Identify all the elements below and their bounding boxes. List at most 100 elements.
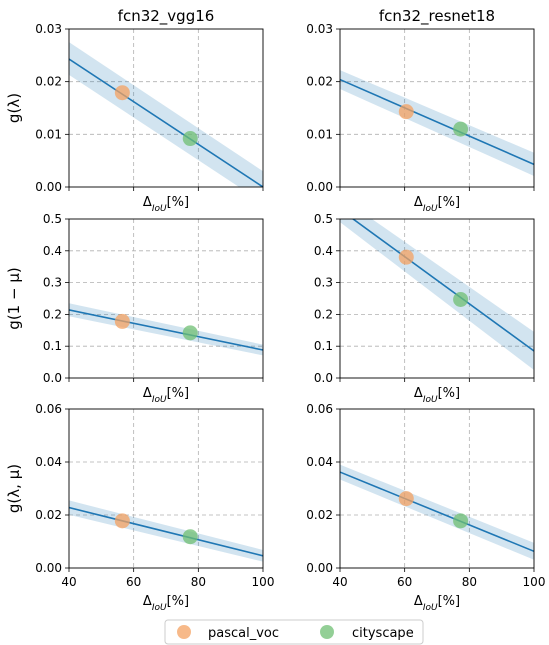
y-tick-label: 0.03 bbox=[35, 22, 62, 36]
x-tick-label: 80 bbox=[462, 575, 477, 589]
point-cityscape bbox=[453, 121, 469, 137]
x-tick-label: 100 bbox=[252, 575, 275, 589]
fit-line bbox=[351, 219, 534, 352]
y-tick-label: 0.4 bbox=[314, 244, 333, 258]
plot-area bbox=[340, 29, 534, 187]
y-tick-label: 0.00 bbox=[306, 180, 333, 194]
x-tick-label: 40 bbox=[332, 575, 347, 589]
point-pascal-voc bbox=[114, 85, 130, 101]
y-tick-label: 0.03 bbox=[306, 22, 333, 36]
subplot-3: 0.0 0.1 0.2 0.3 0.4 0.5 ΔIoU[%] g(1 − μ) bbox=[5, 212, 264, 405]
axes-frame bbox=[68, 408, 264, 569]
subplot-grid: 0.000.010.020.03fcn32_vgg16ΔIoU[%]g(λ)0.… bbox=[5, 7, 545, 613]
y-tick-label: 0.2 bbox=[314, 307, 333, 321]
y-tick-label: 0.06 bbox=[35, 402, 62, 416]
fit-line bbox=[69, 58, 263, 187]
y-tick-label: 0.04 bbox=[35, 455, 62, 469]
y-tick-label: 0.2 bbox=[43, 307, 62, 321]
point-pascal-voc bbox=[398, 249, 414, 265]
y-tick-label: 0.02 bbox=[35, 508, 62, 522]
y-tick-label: 0.00 bbox=[35, 561, 62, 575]
plot-content bbox=[340, 464, 534, 560]
y-tick-label: 0.1 bbox=[43, 339, 62, 353]
y-tick-label: 0.00 bbox=[35, 180, 62, 194]
x-axis-label: ΔIoU[%] bbox=[414, 195, 460, 214]
plot-area bbox=[69, 29, 263, 187]
x-tick-label: 40 bbox=[61, 575, 76, 589]
subplot-title: fcn32_vgg16 bbox=[118, 7, 215, 26]
plot-content bbox=[69, 42, 263, 187]
x-axis-label: ΔIoU[%] bbox=[143, 594, 189, 613]
point-cityscape bbox=[182, 529, 198, 545]
y-tick-label: 0.0 bbox=[43, 371, 62, 385]
axes-frame bbox=[68, 28, 264, 188]
y-axis-label: g(1 − μ) bbox=[5, 267, 23, 329]
legend-frame bbox=[164, 619, 424, 645]
fit-line bbox=[69, 506, 263, 557]
plot-content bbox=[340, 70, 534, 176]
plot-area bbox=[340, 409, 534, 568]
x-tick-label: 60 bbox=[126, 575, 141, 589]
y-tick-label: 0.02 bbox=[35, 75, 62, 89]
legend: pascal_voc cityscape bbox=[164, 619, 424, 645]
y-tick-label: 0.5 bbox=[43, 212, 62, 226]
legend-marker-cityscape bbox=[320, 625, 334, 639]
axes-frame bbox=[68, 218, 264, 379]
point-pascal-voc bbox=[114, 513, 130, 529]
y-tick-label: 0.5 bbox=[314, 212, 333, 226]
x-tick-label: 60 bbox=[397, 575, 412, 589]
plot-content bbox=[69, 303, 263, 356]
y-tick-label: 0.01 bbox=[35, 127, 62, 141]
x-axis-label: ΔIoU[%] bbox=[143, 195, 189, 214]
x-axis-label: ΔIoU[%] bbox=[414, 594, 460, 613]
subplot-6: 40 60 80 100 0.00 0.02 0.04 0.06 ΔIoU[%] bbox=[306, 402, 545, 613]
fit-line bbox=[340, 78, 534, 166]
y-tick-label: 0.4 bbox=[43, 244, 62, 258]
plot-content bbox=[340, 219, 534, 371]
axes-frame bbox=[339, 408, 535, 569]
plot-area bbox=[69, 409, 263, 568]
y-tick-label: 0.0 bbox=[314, 371, 333, 385]
point-cityscape bbox=[453, 513, 469, 529]
fit-line bbox=[69, 309, 263, 351]
fit-line bbox=[340, 471, 534, 553]
y-tick-label: 0.06 bbox=[306, 402, 333, 416]
point-cityscape bbox=[453, 291, 469, 307]
y-tick-label: 0.00 bbox=[306, 561, 333, 575]
point-cityscape bbox=[182, 131, 198, 147]
x-tick-label: 100 bbox=[523, 575, 546, 589]
confidence-band bbox=[69, 42, 263, 187]
subplot-title: fcn32_resnet18 bbox=[379, 7, 495, 26]
y-tick-label: 0.02 bbox=[306, 75, 333, 89]
point-pascal-voc bbox=[398, 491, 414, 507]
confidence-band bbox=[340, 70, 534, 176]
y-tick-label: 0.3 bbox=[43, 276, 62, 290]
point-pascal-voc bbox=[398, 104, 414, 120]
subplot-2: 0.00 0.01 0.02 0.03 fcn32_resnet18 ΔIoU[%] bbox=[306, 7, 535, 214]
plot-area bbox=[340, 219, 534, 378]
axes-frame bbox=[339, 218, 535, 379]
y-tick-label: 0.04 bbox=[306, 455, 333, 469]
y-tick-label: 0.01 bbox=[306, 127, 333, 141]
x-tick-label: 80 bbox=[191, 575, 206, 589]
plot-area bbox=[69, 219, 263, 378]
point-cityscape bbox=[182, 325, 198, 341]
y-tick-label: 0.02 bbox=[306, 508, 333, 522]
subplot-4: 0.0 0.1 0.2 0.3 0.4 0.5 ΔIoU[%] bbox=[314, 212, 535, 405]
legend-marker-pascal-voc bbox=[177, 625, 191, 639]
x-axis-label: ΔIoU[%] bbox=[143, 386, 189, 405]
subplot-5: 40 60 80 100 0.00 0.02 0.04 0.06 ΔIoU[%] g(λ, μ) bbox=[5, 402, 274, 613]
legend-label-cityscape: cityscape bbox=[352, 626, 414, 641]
y-axis-label: g(λ, μ) bbox=[5, 464, 23, 513]
x-axis-label: ΔIoU[%] bbox=[414, 386, 460, 405]
legend-label-pascal-voc: pascal_voc bbox=[208, 626, 279, 641]
confidence-band bbox=[340, 219, 534, 371]
point-pascal-voc bbox=[114, 313, 130, 329]
y-tick-label: 0.1 bbox=[314, 339, 333, 353]
plot-content bbox=[69, 500, 263, 562]
axes-frame bbox=[339, 28, 535, 188]
subplot-1: 0.00 0.01 0.02 0.03 fcn32_vgg16 ΔIoU[%] g(λ) bbox=[5, 7, 264, 214]
y-axis-label: g(λ) bbox=[5, 93, 23, 123]
y-tick-label: 0.3 bbox=[314, 276, 333, 290]
